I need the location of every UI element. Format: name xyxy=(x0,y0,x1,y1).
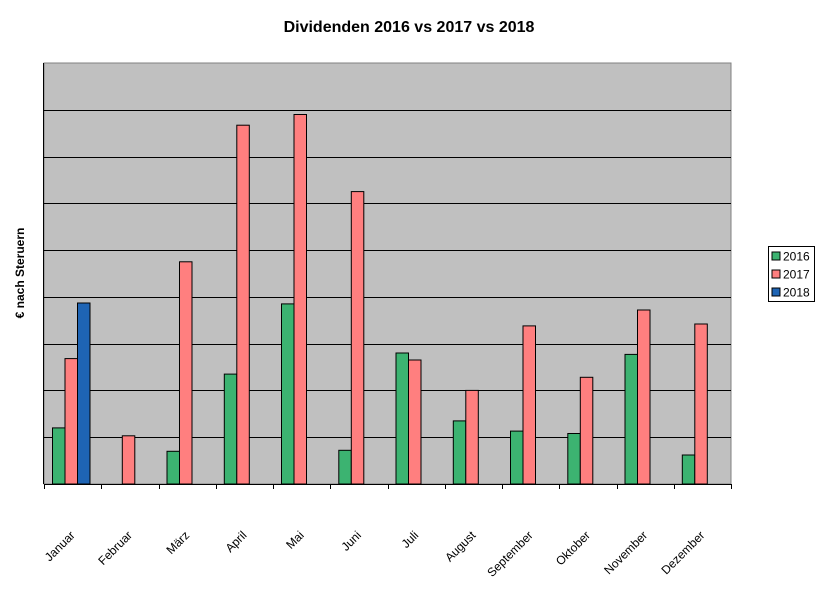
legend-swatch-2018 xyxy=(771,287,781,297)
bar-2017-9 xyxy=(579,376,594,485)
x-tick-label: Februar xyxy=(95,528,135,568)
bar-2017-4 xyxy=(293,114,307,485)
x-tick-label: Juni xyxy=(339,528,364,553)
y-axis-label: € nach Steruern xyxy=(13,228,27,319)
bar-2016-2 xyxy=(166,450,180,485)
legend: 2016 2017 2018 xyxy=(768,246,815,302)
x-tick-labels: Januar Februar März April Mai Juni Juli August S… xyxy=(42,528,708,580)
bar-2017-10 xyxy=(637,309,651,485)
bar-2016-10 xyxy=(624,353,638,485)
plot-area xyxy=(43,62,732,485)
legend-label-2018: 2018 xyxy=(783,286,810,300)
bar-2016-4 xyxy=(281,303,295,485)
grid-lines xyxy=(44,110,731,438)
legend-swatch-2016 xyxy=(771,251,781,261)
bar-2017-5 xyxy=(350,191,365,485)
bar-2016-7 xyxy=(452,420,467,485)
x-tick-label: April xyxy=(223,528,250,555)
x-tick-label: Dezember xyxy=(658,528,707,577)
bar-2016-6 xyxy=(395,352,409,485)
bar-2017-8 xyxy=(522,325,536,485)
bar-2017-1 xyxy=(121,435,136,485)
x-tick-label: Juli xyxy=(399,528,422,551)
x-tick-label: März xyxy=(163,528,192,557)
legend-label-2017: 2017 xyxy=(783,268,810,282)
bar-2016-5 xyxy=(338,449,352,485)
bar-2016-11 xyxy=(681,454,696,485)
bar-2016-9 xyxy=(567,433,581,485)
bar-2017-11 xyxy=(694,323,708,485)
legend-label-2016: 2016 xyxy=(783,250,810,264)
bar-2017-2 xyxy=(179,261,193,485)
bar-2016-0 xyxy=(52,427,66,485)
bar-2017-3 xyxy=(236,124,250,485)
x-tick-label: Januar xyxy=(42,528,78,564)
bar-2016-3 xyxy=(223,373,238,485)
chart-title: Dividenden 2016 vs 2017 vs 2018 xyxy=(284,19,535,36)
bar-2017-6 xyxy=(408,359,422,485)
x-tick-label: November xyxy=(601,528,650,577)
bar-2017-0 xyxy=(64,358,78,485)
bar-2018-0 xyxy=(77,302,91,485)
x-tick-label: Oktober xyxy=(553,528,593,568)
bar-2016-8 xyxy=(510,430,524,485)
x-tick-label: Mai xyxy=(283,528,307,552)
axes xyxy=(43,63,732,489)
x-tick-label: August xyxy=(442,528,479,565)
bar-2017-7 xyxy=(465,389,479,485)
x-tick-label: September xyxy=(484,528,535,579)
legend-swatch-2017 xyxy=(771,269,781,279)
